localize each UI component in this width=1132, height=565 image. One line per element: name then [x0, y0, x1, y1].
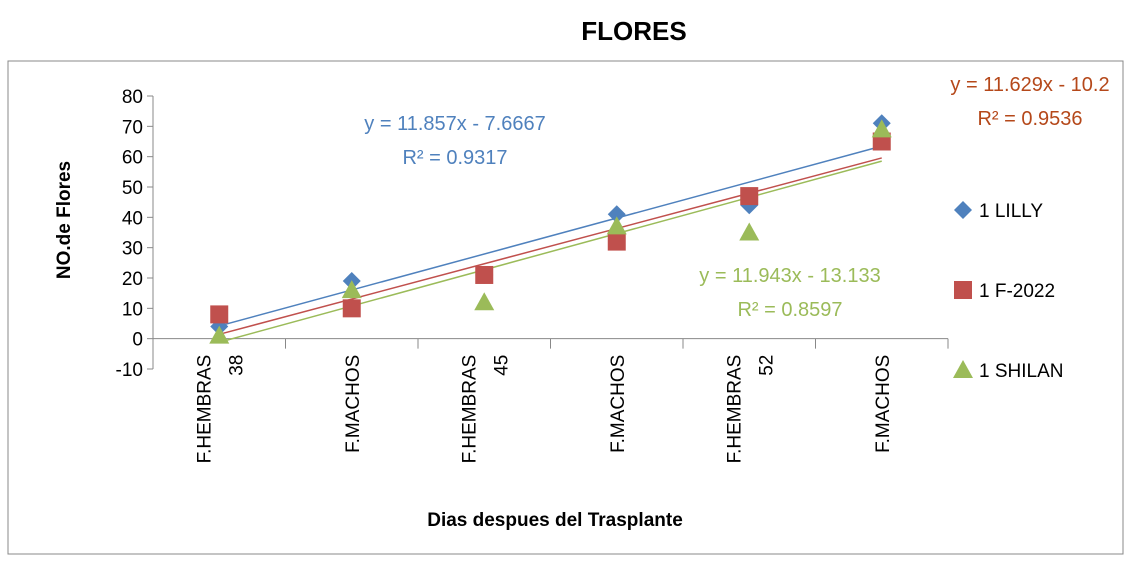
x-tick-label: F.MACHOS — [873, 355, 894, 453]
x-tick-label: F.HEMBRAS — [724, 355, 745, 464]
x-tick-label: F.HEMBRAS — [459, 355, 480, 464]
chart-title: FLORES — [581, 16, 686, 46]
y-tick-label: 60 — [122, 148, 143, 169]
marker — [342, 299, 361, 318]
marker — [210, 305, 229, 324]
x-tick-label: 52 — [756, 355, 777, 376]
x-tick-label: 38 — [226, 355, 247, 376]
y-tick-label: 30 — [122, 239, 143, 260]
y-axis-label: NO.de Flores — [54, 161, 75, 279]
trendline — [219, 157, 882, 336]
marker — [871, 119, 892, 138]
x-tick-label: F.HEMBRAS — [194, 355, 215, 464]
x-tick-label: F.MACHOS — [343, 355, 364, 453]
legend-label: 1 SHILAN — [979, 361, 1063, 382]
trendline-r2: R² = 0.9317 — [402, 147, 507, 169]
trendline-equation: y = 11.943x - 13.133 — [699, 265, 880, 287]
legend-label: 1 LILLY — [979, 201, 1043, 222]
y-tick-label: 50 — [122, 178, 143, 199]
legend-marker — [954, 201, 972, 219]
marker — [607, 232, 626, 251]
x-axis-label: Dias despues del Trasplante — [427, 510, 683, 531]
legend-marker — [954, 281, 972, 299]
legend-label: 1 F-2022 — [979, 281, 1055, 302]
marker — [740, 187, 759, 206]
y-tick-label: 10 — [122, 299, 143, 320]
marker — [341, 280, 362, 299]
trendline — [219, 160, 882, 343]
x-tick-label: 45 — [491, 355, 512, 376]
marker — [209, 325, 230, 344]
trendline-r2: R² = 0.8597 — [737, 299, 842, 321]
y-tick-label: 20 — [122, 269, 143, 290]
marker — [475, 265, 494, 284]
marker — [474, 292, 495, 311]
marker — [607, 205, 626, 224]
marker — [739, 222, 760, 241]
y-tick-label: 40 — [122, 208, 143, 229]
trendline-equation: y = 11.857x - 7.6667 — [364, 113, 545, 135]
trendline — [219, 145, 882, 327]
y-tick-label: 70 — [122, 117, 143, 138]
y-tick-label: -10 — [116, 360, 143, 381]
chart-border — [7, 60, 1124, 555]
y-tick-label: 80 — [122, 87, 143, 108]
legend-marker — [953, 360, 973, 378]
marker — [606, 216, 627, 235]
trendline-equation: y = 11.629x - 10.2 — [950, 74, 1109, 96]
trendline-r2: R² = 0.9536 — [977, 108, 1082, 130]
y-tick-label: 0 — [132, 330, 143, 351]
x-tick-label: F.MACHOS — [608, 355, 629, 453]
